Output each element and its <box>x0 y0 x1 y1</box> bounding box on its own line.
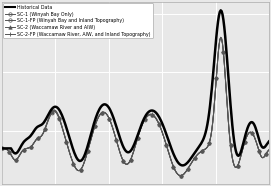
Legend: Historical Data, SC-1 (Winyah Bay Only), SC-1-FP (Winyah Bay and Inland Topograp: Historical Data, SC-1 (Winyah Bay Only),… <box>3 3 153 39</box>
